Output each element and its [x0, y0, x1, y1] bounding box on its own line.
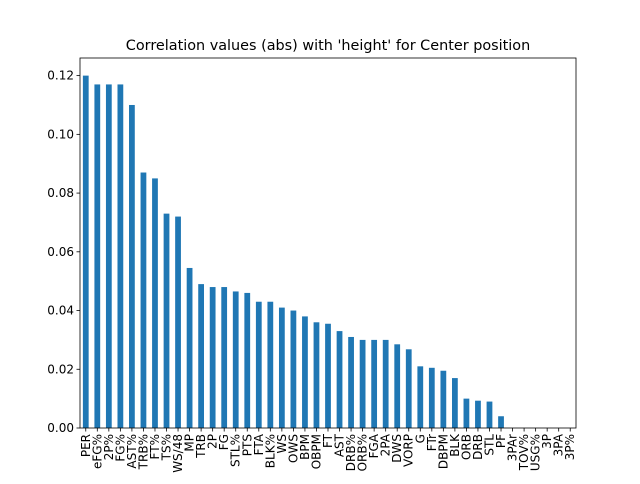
bar	[475, 400, 481, 428]
bar	[405, 349, 412, 428]
bar	[371, 339, 378, 428]
x-tick-label: PF	[494, 434, 508, 448]
bar	[221, 287, 228, 428]
bar	[232, 291, 239, 428]
x-tick-label: PTS	[240, 434, 254, 456]
bar	[290, 310, 297, 428]
bar	[278, 307, 285, 428]
bar	[267, 301, 274, 428]
x-tick-label: STL	[482, 434, 496, 456]
bar	[382, 339, 389, 428]
bar	[325, 323, 331, 428]
x-tick-label: STL%	[229, 434, 243, 467]
x-tick-label: DBPM	[436, 434, 450, 469]
y-tick-label: 0.10	[47, 127, 74, 141]
x-tick-label: ORB%	[356, 434, 370, 471]
x-tick-label: 2PA	[379, 433, 393, 456]
y-tick-label: 0.02	[47, 362, 74, 376]
x-tick-label: DRB	[471, 434, 485, 460]
x-tick-label: FTr	[425, 434, 439, 451]
x-tick-label: TS%	[160, 434, 174, 461]
bar	[209, 287, 216, 428]
bar	[452, 378, 458, 428]
y-tick-label: 0.06	[47, 245, 74, 259]
y-tick-label: 0.00	[47, 421, 74, 435]
bar	[152, 178, 158, 428]
x-tick-label: MP	[183, 434, 197, 452]
x-tick-label: BLK	[448, 433, 462, 457]
bar	[498, 416, 504, 428]
x-tick-label: OWS	[286, 434, 300, 463]
y-tick-label: 0.04	[47, 304, 74, 318]
plot-frame	[79, 57, 577, 429]
bar	[440, 370, 447, 428]
x-tick-label: PER	[79, 434, 93, 457]
x-tick-label: AST	[333, 433, 347, 457]
bar	[255, 301, 262, 428]
chart-title: Correlation values (abs) with 'height' f…	[126, 38, 530, 54]
bar	[313, 322, 320, 428]
x-tick-label: BPM	[298, 434, 312, 460]
x-tick-label: FGA	[367, 433, 381, 458]
x-tick-label: 3PAr	[506, 434, 520, 461]
x-tick-label: FTA	[252, 433, 266, 455]
bar	[198, 284, 204, 428]
x-tick-label: FG%	[113, 434, 127, 462]
bar	[129, 104, 135, 428]
bar	[348, 336, 354, 428]
x-tick-label: WS	[275, 434, 289, 453]
x-tick-label: TOV%	[517, 434, 531, 471]
bar	[428, 367, 435, 428]
x-tick-label: DWS	[390, 434, 404, 463]
x-tick-label: USG%	[529, 434, 543, 471]
x-tick-label: 2P	[206, 434, 220, 449]
bar	[486, 401, 493, 428]
bar	[302, 316, 308, 428]
x-tick-label: 3PA	[552, 433, 566, 456]
y-axis: 0.00 0.02 0.04 0.06 0.08 0.10 0.12	[47, 69, 80, 435]
bar	[186, 267, 193, 428]
bar	[117, 84, 124, 429]
x-tick-label: TRB%	[136, 434, 150, 470]
bar	[175, 216, 181, 428]
bar	[417, 366, 424, 428]
x-tick-label: TRB	[194, 434, 208, 459]
bar	[105, 84, 112, 429]
x-tick-label: WS/48	[171, 434, 185, 473]
y-tick-label: 0.12	[47, 69, 74, 83]
x-tick-label: G	[413, 434, 427, 443]
x-tick-label: BLK%	[263, 434, 277, 468]
bar	[140, 172, 147, 428]
x-tick-label: VORP	[402, 434, 416, 467]
bars	[82, 75, 504, 429]
x-tick-label: ORB	[459, 434, 473, 460]
bar	[463, 398, 470, 428]
x-tick-label: OBPM	[309, 434, 323, 469]
x-tick-label: eFG%	[90, 434, 104, 469]
bar	[336, 331, 343, 428]
bar	[359, 339, 366, 428]
x-tick-label: 3P%	[563, 434, 577, 460]
x-tick-label: FG	[217, 434, 231, 450]
x-tick-label: AST%	[125, 434, 139, 469]
x-axis: PEReFG%2P%FG%AST%TRB%FT%TS%WS/48MPTRB2PF…	[79, 428, 577, 473]
bar	[163, 213, 170, 428]
bar	[244, 292, 251, 428]
bar	[394, 344, 401, 428]
x-tick-label: 3P	[540, 434, 554, 449]
x-tick-label: FT%	[148, 434, 162, 459]
bar	[82, 75, 89, 429]
x-tick-label: FT	[321, 433, 335, 448]
x-tick-label: 2P%	[102, 434, 116, 460]
y-tick-label: 0.08	[47, 186, 74, 200]
x-tick-label: DRB%	[344, 434, 358, 471]
bar	[94, 84, 101, 429]
